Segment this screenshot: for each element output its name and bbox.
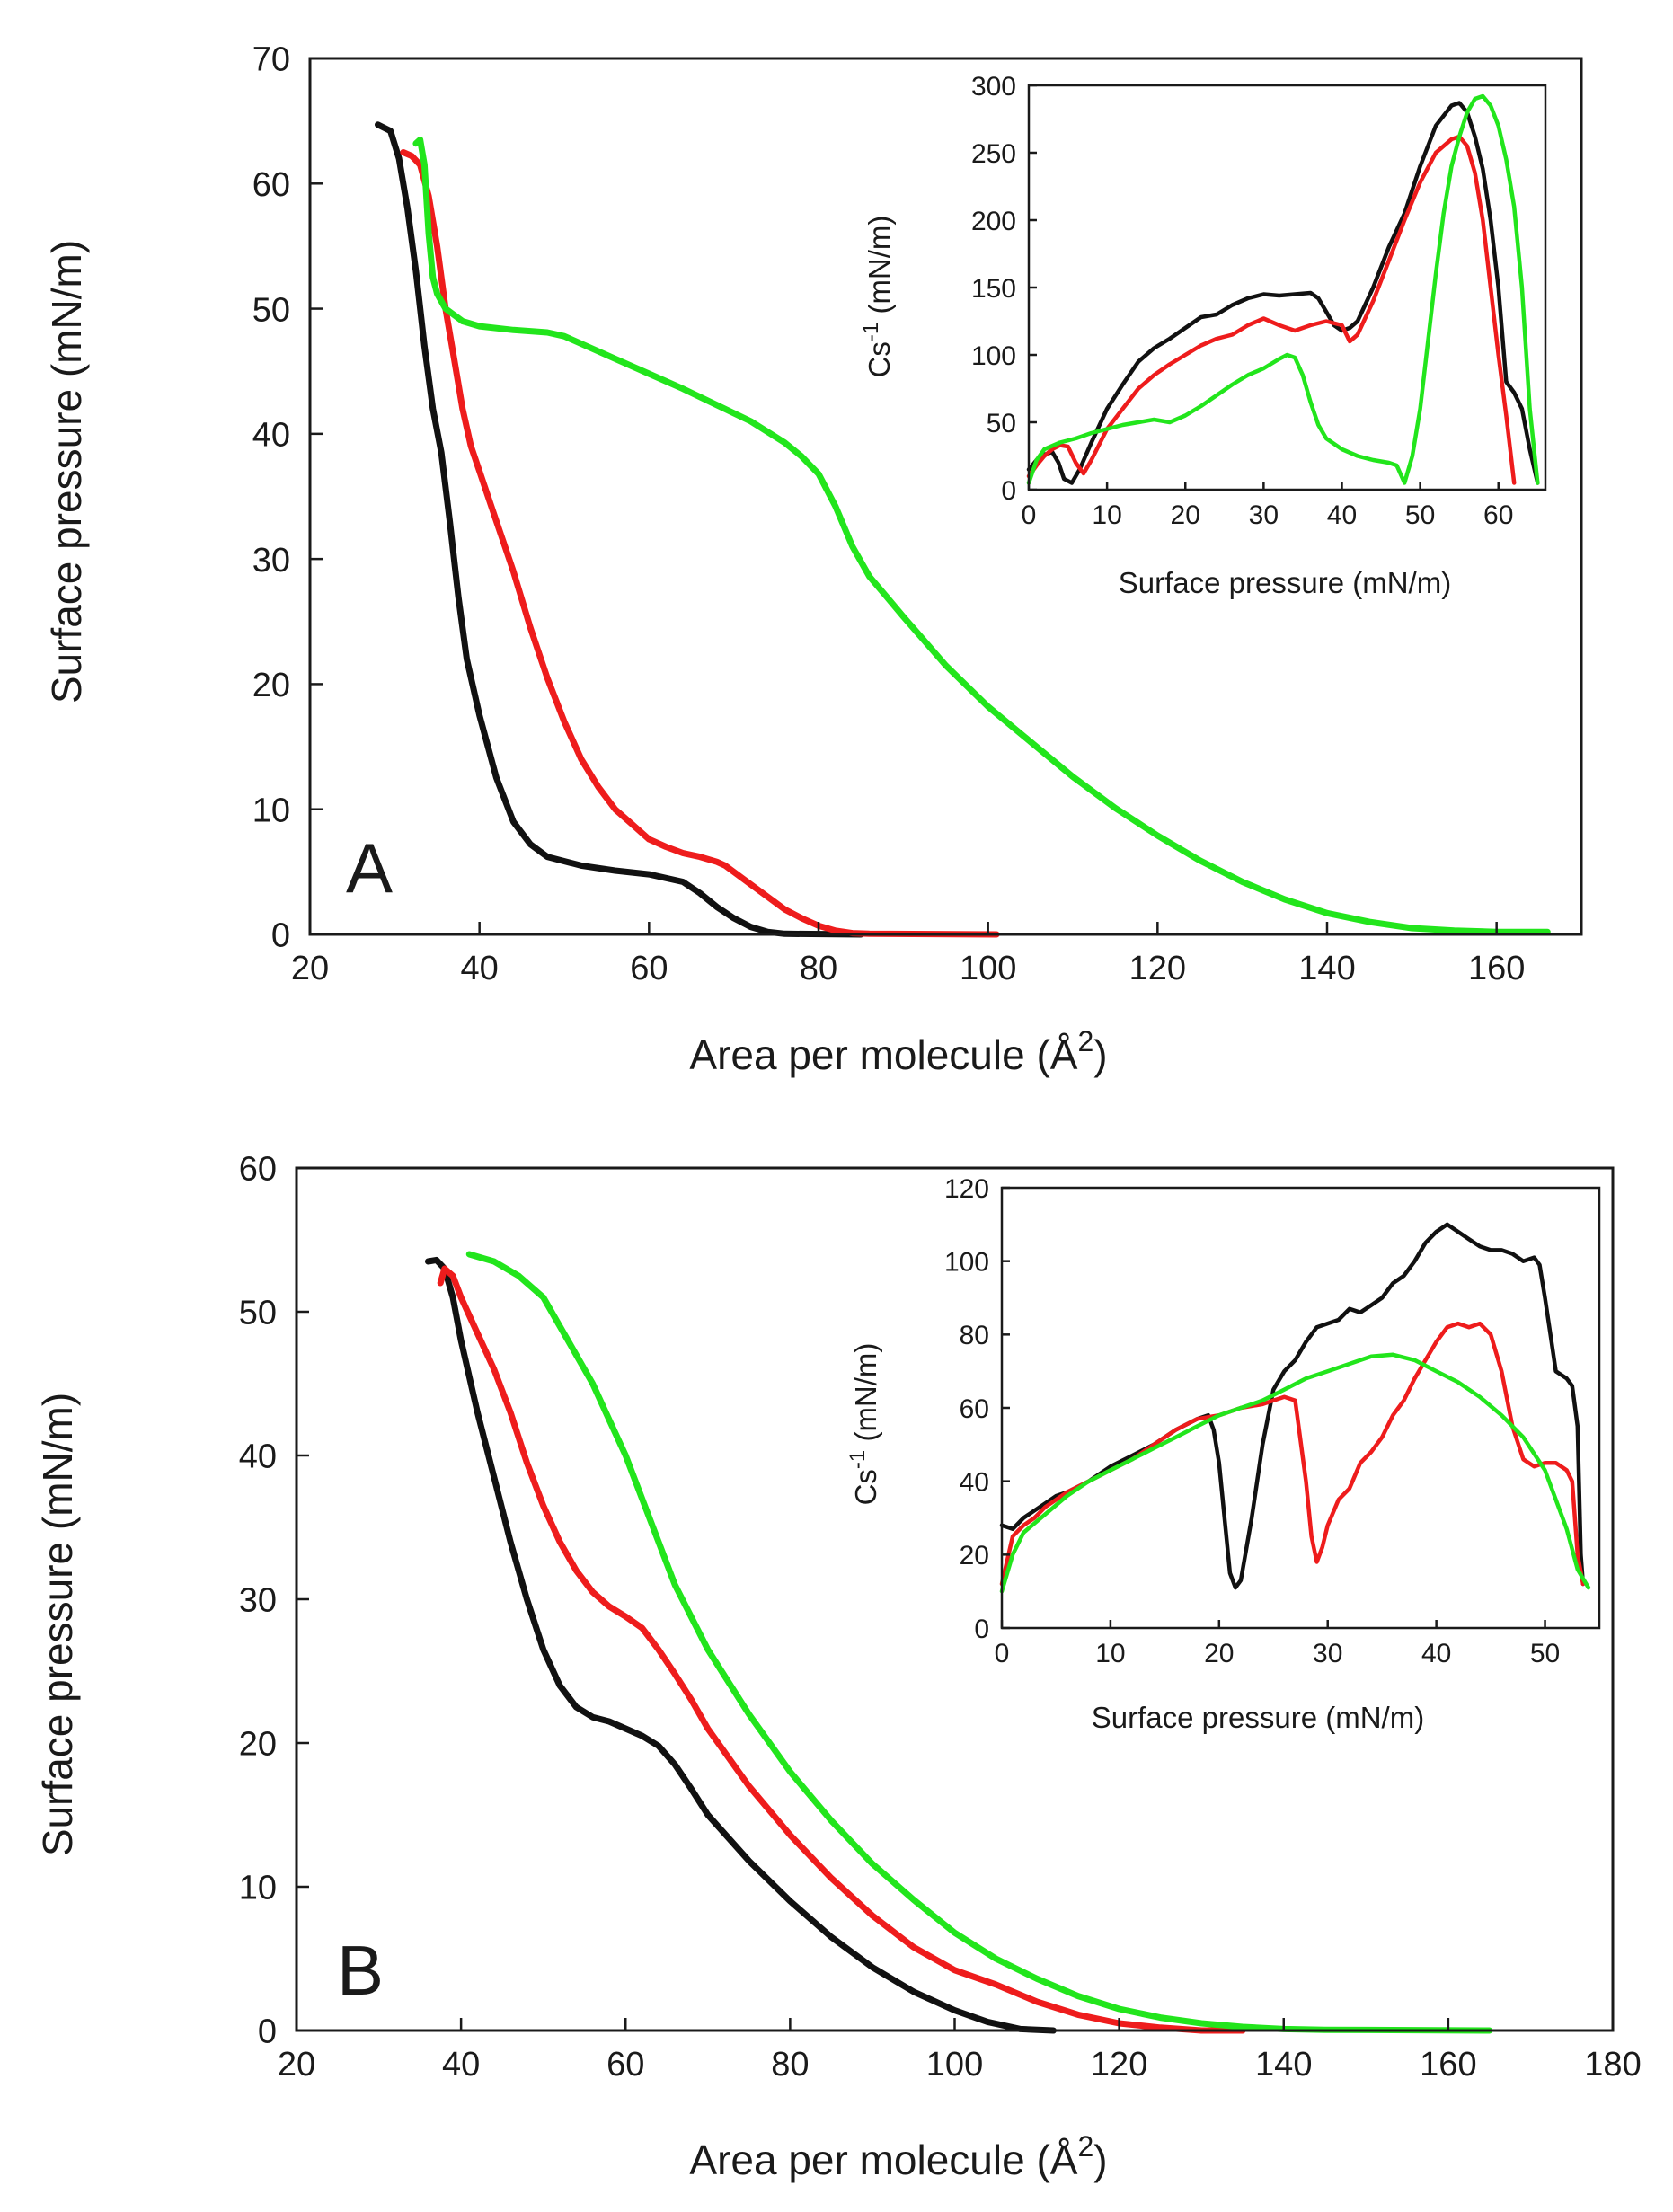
panel-b-inset-series-green-line <box>999 1352 1591 1594</box>
panel-a-letter: A <box>346 828 393 907</box>
panel-a-main-y-tick-label: 70 <box>252 41 290 79</box>
panel-a-inset-background <box>1029 85 1545 490</box>
panel-a-main-x-tick-label: 140 <box>1298 950 1355 987</box>
panel-a-inset-y-tick-label: 0 <box>1001 476 1016 506</box>
panel-b-inset-y-axis-label: Cs-1 (mN/m) <box>845 1343 882 1506</box>
panel-b-inset-y-tick-label: 100 <box>944 1247 989 1277</box>
panel-a-inset-y-tick-label: 100 <box>971 341 1016 371</box>
panel-b-inset-x-tick-label: 20 <box>1204 1639 1234 1668</box>
panel-b-main-x-tick-label: 60 <box>606 2046 644 2084</box>
panel-a-inset-x-tick-label: 0 <box>1022 500 1037 530</box>
panel-b-main-y-tick-label: 20 <box>239 1726 277 1764</box>
panel-b-main-y-tick-label: 10 <box>239 1870 277 1907</box>
panel-b-series-layer <box>425 1251 1493 2034</box>
panel-b-inset-x-tick-label: 30 <box>1313 1639 1342 1668</box>
panel-a-inset-x-tick-label: 20 <box>1171 500 1200 530</box>
panel-a-main-x-tick-label: 100 <box>960 950 1016 987</box>
panel-a-main-y-tick-label: 20 <box>252 667 290 704</box>
panel-a-main-x-tick-label: 40 <box>461 950 499 987</box>
panel-a-main-x-tick-label: 160 <box>1468 950 1525 987</box>
panel-a-inset-y-tick-label: 300 <box>971 72 1016 102</box>
panel-b-inset-chart: 0 10 20 30 40 50 0 20 40 60 80 100 120 Surface press… <box>845 1174 1601 1734</box>
panel-a-inset-chart: 0 10 20 30 40 50 60 0 50 100 150 200 250 300 Surface … <box>859 72 1547 599</box>
panel-a-plot-frame <box>308 57 1583 936</box>
panel-b-letter: B <box>337 1931 384 2010</box>
panel-a-main-y-tick-label: 50 <box>252 291 290 329</box>
panel-a-main-y-tick-label: 0 <box>271 917 290 955</box>
panel-b-main-x-tick-label: 120 <box>1091 2046 1147 2084</box>
panel-a-main-x-tick-label: 80 <box>800 950 837 987</box>
panel-a-inset-y-tick-label: 250 <box>971 139 1016 169</box>
panel-b-inset-y-tick-label: 0 <box>974 1615 989 1644</box>
panel-b-inset-series-layer <box>999 1222 1591 1594</box>
panel-a-main-x-tick-label: 60 <box>630 950 668 987</box>
panel-a-inset-x-axis-label: Surface pressure (mN/m) <box>1119 566 1451 599</box>
panel-a-main-y-tick-label: 10 <box>252 792 290 829</box>
panel-b-main-series-black-line <box>425 1256 1057 2034</box>
panel-a-main-series-black-line <box>375 121 864 938</box>
panel-a-inset-y-tick-label: 50 <box>987 409 1016 438</box>
panel-b-main-series-green-line <box>465 1251 1493 2034</box>
panel-b-main-x-tick-label: 40 <box>442 2046 480 2084</box>
panel-b-inset-y-tick-label: 40 <box>960 1467 989 1497</box>
panel-a-inset-x-tick-label: 10 <box>1092 500 1121 530</box>
panel-a-main-y-tick-label: 40 <box>252 417 290 455</box>
panel-a-main-series-red-line <box>400 149 1000 938</box>
panel-a-main-x-tick-label: 120 <box>1129 950 1186 987</box>
panel-b-inset-x-tick-label: 10 <box>1095 1639 1125 1668</box>
panel-b-main-series-red-line <box>437 1265 1246 2034</box>
panel-b-main-x-tick-label: 180 <box>1584 2046 1641 2084</box>
panel-b-x-axis-label: Area per molecule (Å2) <box>689 2130 1107 2183</box>
panel-a-inset-series-red-line <box>1026 134 1517 485</box>
panel-a-inset-series-green-line <box>1026 93 1540 485</box>
panel-a-main-y-tick-label: 30 <box>252 542 290 580</box>
panel-b-inset-ticks: 0 10 20 30 40 50 0 20 40 60 80 100 120 <box>944 1174 1560 1668</box>
panel-b-main-x-tick-label: 160 <box>1420 2046 1476 2084</box>
panel-a-inset-series-black-line <box>1026 101 1540 485</box>
panel-b-inset-y-tick-label: 20 <box>960 1541 989 1571</box>
panel-b-main-x-tick-label: 80 <box>771 2046 809 2084</box>
panel-a-inset-ticks: 0 10 20 30 40 50 60 0 50 100 150 200 250 300 <box>971 72 1513 530</box>
panel-a-series-layer <box>375 121 1551 938</box>
panel-a-inset-x-tick-label: 30 <box>1249 500 1279 530</box>
panel-b-inset-x-tick-label: 0 <box>995 1639 1010 1668</box>
panel-a-inset-y-axis-label: Cs-1 (mN/m) <box>859 216 896 378</box>
panel-b-inset-y-tick-label: 60 <box>960 1394 989 1424</box>
panel-b-main-x-tick-label: 20 <box>278 2046 315 2084</box>
panel-b-main-y-tick-label: 60 <box>239 1151 277 1189</box>
panel-b-inset-x-axis-label: Surface pressure (mN/m) <box>1092 1701 1424 1734</box>
panel-a-main-series-green-line <box>412 137 1551 935</box>
panel-b-inset-series-black-line <box>999 1222 1586 1590</box>
panel-a-x-axis-label: Area per molecule (Å2) <box>689 1025 1107 1078</box>
panel-b-inset-x-tick-label: 40 <box>1421 1639 1451 1668</box>
panel-a-inset-x-tick-label: 60 <box>1483 500 1513 530</box>
panel-b-main-x-tick-label: 100 <box>926 2046 983 2084</box>
panel-a-main-y-tick-label: 60 <box>252 166 290 204</box>
panel-b-y-axis-label: Surface pressure (mN/m) <box>34 1393 81 1856</box>
panel-b-main-y-tick-label: 30 <box>239 1582 277 1620</box>
panel-b-main-y-tick-label: 40 <box>239 1438 277 1476</box>
panel-a-inset-x-tick-label: 50 <box>1405 500 1435 530</box>
panel-a-y-axis-label: Surface pressure (mN/m) <box>43 240 90 703</box>
panel-b-main-x-tick-label: 140 <box>1255 2046 1312 2084</box>
panel-b-main-y-tick-label: 50 <box>239 1295 277 1332</box>
panel-a-inset-y-tick-label: 150 <box>971 274 1016 304</box>
panel-a-inset-series-layer <box>1026 93 1540 485</box>
panel-b-inset-y-tick-label: 80 <box>960 1321 989 1350</box>
panel-b-inset-y-tick-label: 120 <box>944 1174 989 1204</box>
panel-a-inset-y-tick-label: 200 <box>971 207 1016 236</box>
panel-b-inset-x-tick-label: 50 <box>1530 1639 1560 1668</box>
panel-a-main-x-tick-label: 20 <box>291 950 329 987</box>
panel-b-inset-background <box>1002 1188 1599 1628</box>
panel-a-inset-x-tick-label: 40 <box>1327 500 1357 530</box>
panel-b-main-y-tick-label: 0 <box>258 2013 277 2051</box>
